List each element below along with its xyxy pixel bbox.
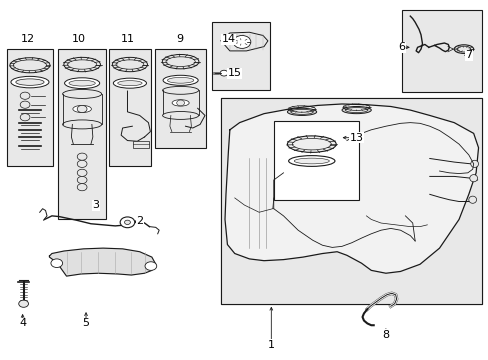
Ellipse shape: [290, 109, 313, 114]
Text: 12: 12: [20, 34, 35, 44]
Circle shape: [124, 220, 130, 225]
Circle shape: [77, 153, 87, 160]
Bar: [6, 49, 53, 166]
Ellipse shape: [345, 108, 367, 113]
Circle shape: [77, 176, 87, 184]
Ellipse shape: [288, 156, 334, 166]
Circle shape: [20, 101, 30, 108]
Ellipse shape: [64, 57, 100, 72]
Ellipse shape: [468, 196, 476, 203]
Bar: [133, 141, 149, 148]
Circle shape: [120, 217, 135, 228]
Text: 4: 4: [19, 319, 26, 328]
Ellipse shape: [116, 60, 143, 69]
Bar: [401, 10, 482, 92]
Circle shape: [233, 36, 250, 48]
Ellipse shape: [292, 138, 330, 150]
Text: 9: 9: [176, 34, 183, 44]
Ellipse shape: [167, 77, 193, 83]
Circle shape: [176, 100, 184, 106]
Ellipse shape: [11, 76, 49, 88]
Text: 11: 11: [120, 34, 134, 44]
Circle shape: [145, 262, 157, 270]
Circle shape: [77, 184, 87, 191]
Bar: [109, 49, 151, 166]
Circle shape: [77, 169, 87, 176]
Polygon shape: [224, 104, 478, 273]
Text: 3: 3: [92, 200, 99, 210]
Ellipse shape: [165, 57, 195, 67]
Ellipse shape: [64, 78, 100, 89]
Ellipse shape: [118, 81, 142, 86]
Bar: [155, 49, 206, 148]
Ellipse shape: [113, 78, 146, 88]
Circle shape: [19, 300, 28, 307]
Ellipse shape: [341, 107, 370, 114]
Text: 7: 7: [464, 50, 471, 60]
Ellipse shape: [10, 58, 50, 73]
Text: 13: 13: [349, 133, 363, 143]
Circle shape: [77, 160, 87, 167]
Text: 6: 6: [397, 42, 404, 52]
Ellipse shape: [112, 57, 147, 72]
Bar: [212, 22, 269, 90]
Bar: [58, 49, 106, 220]
Ellipse shape: [163, 75, 198, 85]
Circle shape: [220, 70, 227, 76]
Ellipse shape: [16, 79, 44, 85]
Text: 8: 8: [382, 330, 388, 340]
Text: 1: 1: [267, 340, 274, 350]
Ellipse shape: [162, 86, 198, 94]
Bar: [221, 98, 482, 304]
Ellipse shape: [62, 89, 102, 98]
Ellipse shape: [469, 175, 477, 182]
Ellipse shape: [73, 105, 91, 113]
Bar: [273, 121, 358, 200]
Circle shape: [20, 114, 30, 121]
Ellipse shape: [172, 100, 189, 106]
Ellipse shape: [62, 120, 102, 129]
Bar: [221, 98, 482, 304]
Text: 10: 10: [72, 34, 85, 44]
Ellipse shape: [287, 136, 335, 152]
Ellipse shape: [456, 46, 470, 52]
Ellipse shape: [287, 108, 316, 116]
Polygon shape: [49, 248, 156, 276]
Circle shape: [51, 259, 62, 267]
Ellipse shape: [470, 160, 478, 167]
Ellipse shape: [13, 60, 46, 71]
Bar: [273, 121, 358, 200]
Text: 15: 15: [227, 68, 241, 78]
Ellipse shape: [162, 112, 198, 120]
Ellipse shape: [69, 80, 95, 86]
Ellipse shape: [67, 60, 97, 69]
Ellipse shape: [453, 45, 473, 53]
Ellipse shape: [162, 54, 199, 69]
Text: 5: 5: [82, 319, 89, 328]
Circle shape: [20, 92, 30, 99]
Polygon shape: [221, 32, 267, 51]
Ellipse shape: [294, 158, 329, 164]
Text: 2: 2: [136, 216, 143, 226]
Circle shape: [77, 105, 87, 113]
Text: 14: 14: [221, 34, 235, 44]
